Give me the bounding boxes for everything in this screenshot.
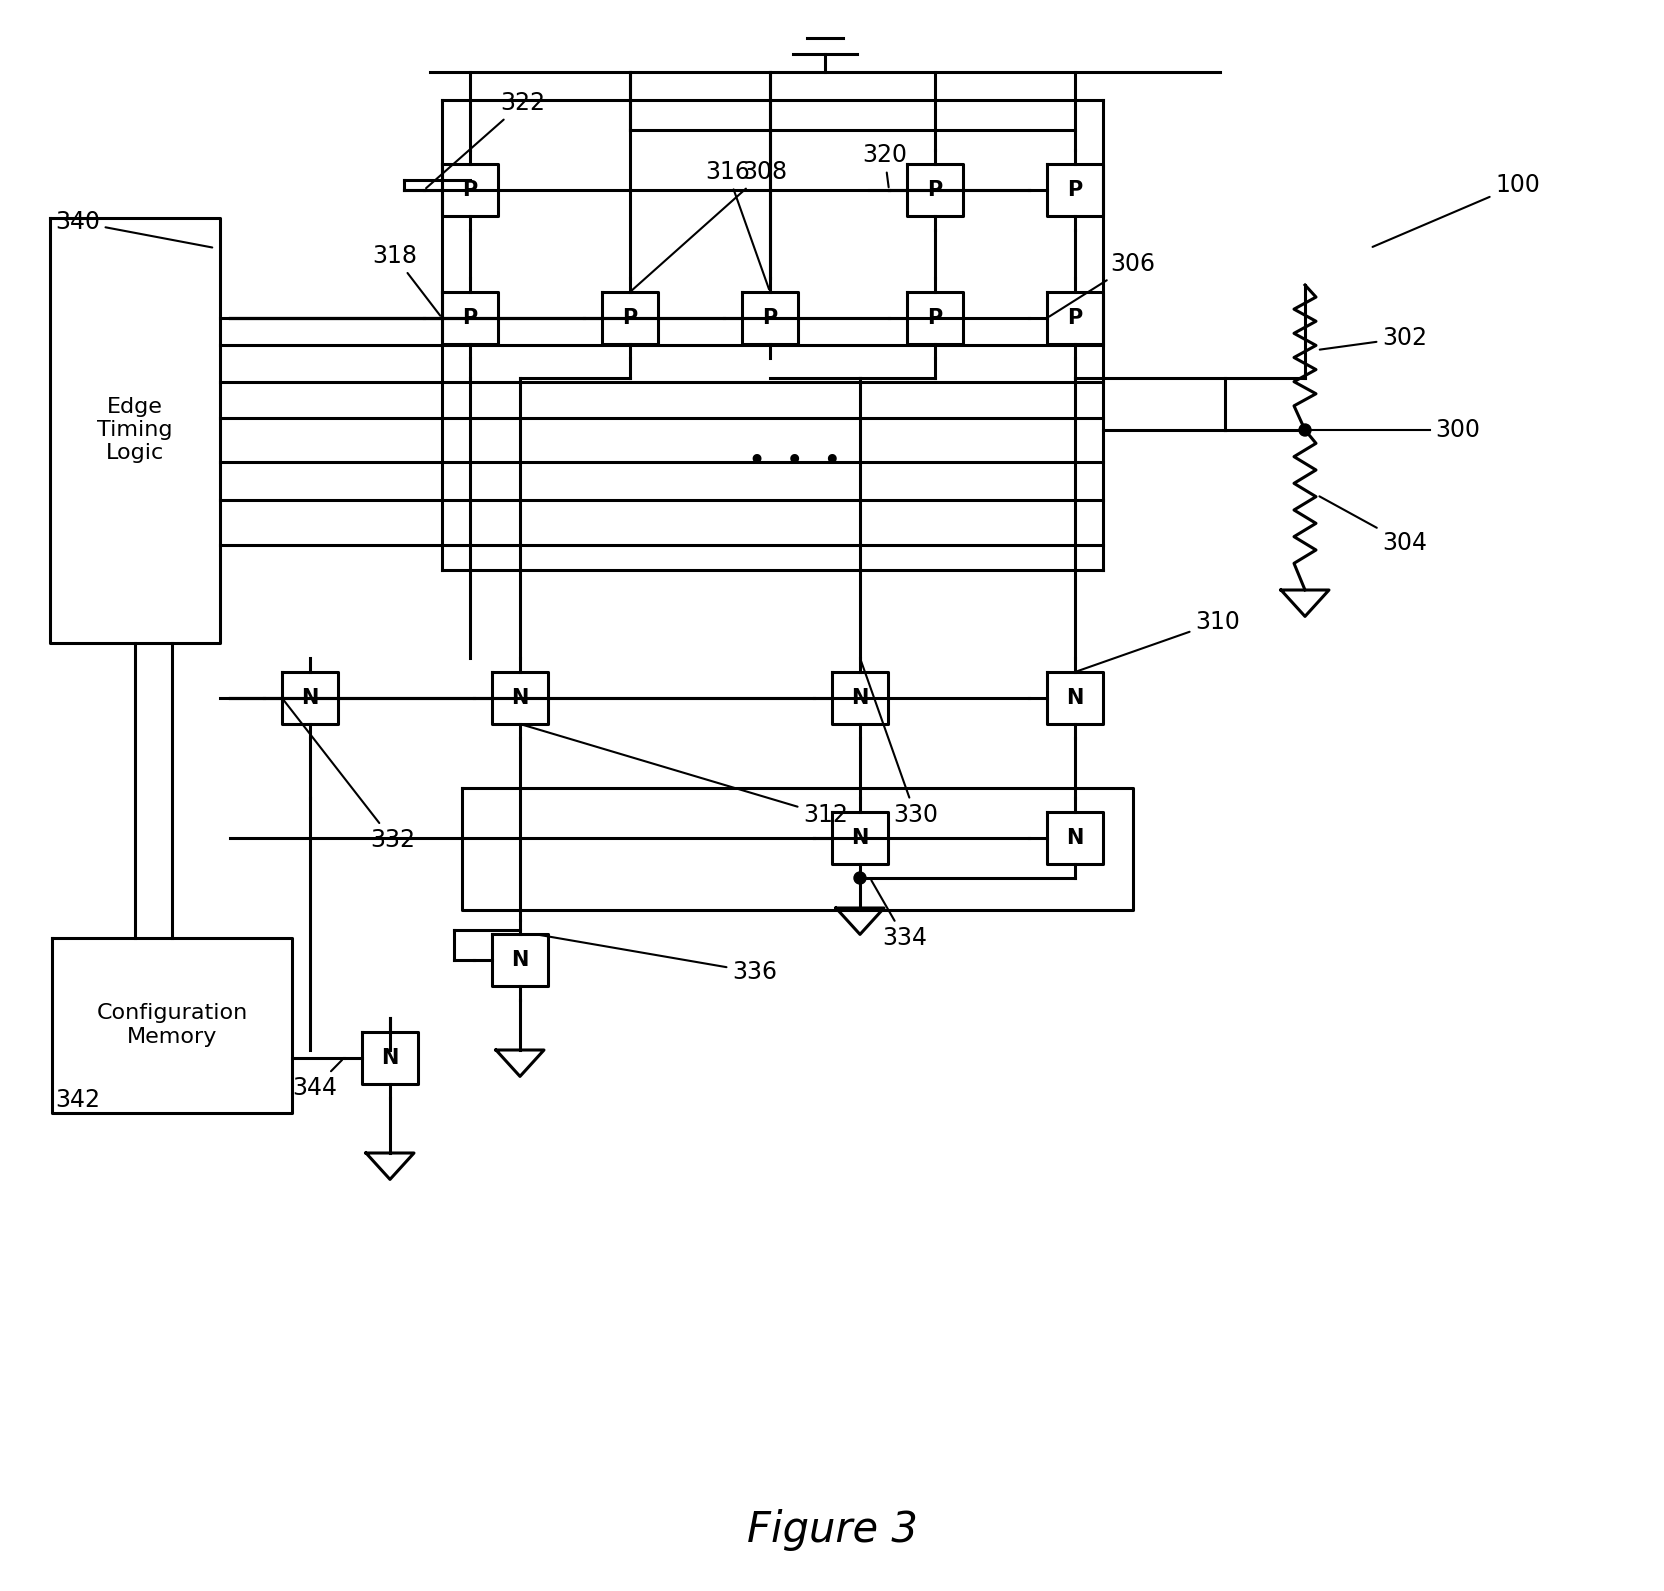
Text: Edge
Timing
Logic: Edge Timing Logic [97,396,173,463]
Text: 304: 304 [1320,496,1428,555]
Text: 334: 334 [872,880,927,950]
Text: Figure 3: Figure 3 [747,1508,917,1551]
Text: N: N [852,687,869,708]
Text: 330: 330 [860,660,938,827]
Text: 310: 310 [1078,609,1240,671]
Text: N: N [1067,687,1083,708]
Text: 340: 340 [55,210,213,248]
Text: 344: 344 [291,1060,343,1099]
Text: 320: 320 [862,143,907,188]
Text: 100: 100 [1373,173,1539,247]
Text: 318: 318 [373,243,441,315]
Text: P: P [1067,309,1083,328]
Text: P: P [927,309,942,328]
Text: Configuration
Memory: Configuration Memory [97,1004,248,1047]
Text: •  •  •: • • • [749,447,842,476]
Circle shape [854,872,865,885]
Text: N: N [511,950,529,971]
Circle shape [1300,423,1311,436]
Text: P: P [1067,180,1083,200]
Text: 300: 300 [1434,418,1479,442]
Text: 332: 332 [283,700,414,853]
Text: 342: 342 [52,1083,100,1112]
Text: 316: 316 [706,161,769,290]
Text: 312: 312 [522,725,849,827]
Text: N: N [301,687,319,708]
Text: 306: 306 [1050,251,1155,317]
Text: N: N [1067,827,1083,848]
Text: P: P [927,180,942,200]
Text: N: N [381,1048,399,1068]
Text: 322: 322 [426,91,546,188]
Text: 336: 336 [537,934,777,983]
Text: P: P [463,180,478,200]
Text: 308: 308 [632,161,787,290]
Text: P: P [762,309,777,328]
Text: 302: 302 [1320,326,1428,350]
Text: N: N [852,827,869,848]
Text: P: P [622,309,637,328]
Text: P: P [463,309,478,328]
Text: N: N [511,687,529,708]
